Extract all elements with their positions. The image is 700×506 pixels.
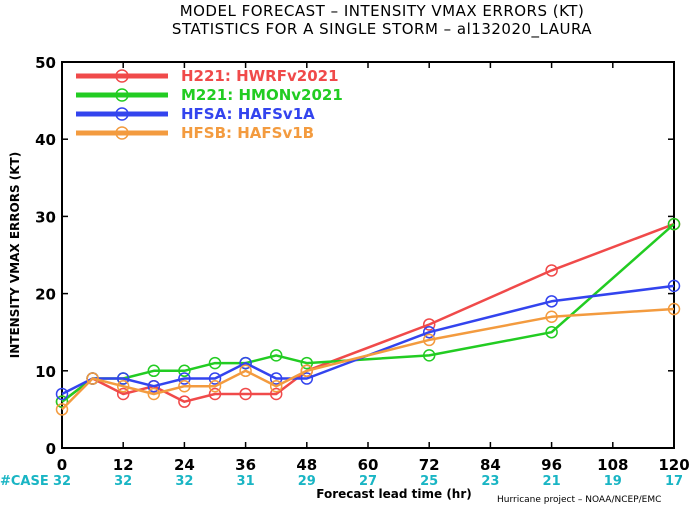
y-tick-label: 10	[35, 363, 56, 381]
data-point	[178, 395, 191, 408]
y-tick-label: 50	[35, 54, 56, 72]
data-point	[147, 379, 161, 393]
y-tick-label: 0	[46, 440, 56, 458]
data-point	[300, 364, 314, 378]
data-point	[239, 364, 252, 378]
data-point	[545, 325, 558, 339]
legend-entry: M221: HMONv2021	[76, 86, 343, 104]
data-point	[147, 364, 161, 378]
series-line	[61, 222, 675, 403]
data-point	[116, 387, 130, 401]
legend-marker	[115, 88, 129, 102]
data-point	[667, 279, 681, 293]
data-point	[239, 387, 252, 401]
plot-area: 0102030405003212322432363148296027722584…	[35, 54, 690, 489]
data-point	[300, 372, 314, 385]
series-line	[61, 284, 675, 396]
case-count-value: 27	[359, 474, 377, 489]
plot-frame	[61, 61, 675, 449]
data-point	[147, 387, 161, 401]
data-point	[178, 379, 191, 393]
data-point	[178, 364, 191, 378]
data-point	[269, 349, 283, 362]
data-point	[269, 379, 283, 393]
case-count-value: 32	[175, 474, 193, 489]
case-count-value: 19	[604, 474, 622, 489]
x-tick-label: 120	[658, 456, 689, 474]
case-count-value: 32	[53, 474, 71, 489]
x-tick-label: 72	[419, 456, 440, 474]
x-tick-label: 84	[480, 456, 501, 474]
x-tick-label: 96	[541, 456, 562, 474]
data-point	[208, 379, 222, 393]
x-tick-label: 24	[174, 456, 195, 474]
credit-text: Hurricane project – NOAA/NCEP/EMC	[497, 495, 661, 505]
data-point	[239, 356, 252, 370]
series-3	[55, 302, 681, 416]
data-point	[116, 372, 130, 385]
data-point	[55, 395, 69, 408]
legend-label: HFSB: HAFSv1B	[181, 124, 314, 142]
data-point	[116, 379, 130, 393]
case-count-value: 17	[665, 474, 683, 489]
x-axis-label: Forecast lead time (hr)	[316, 487, 472, 501]
case-count-value: 21	[543, 474, 561, 489]
y-axis-label: INTENSITY VMAX ERRORS (KT)	[8, 152, 22, 358]
data-point	[208, 356, 222, 370]
y-tick-label: 20	[35, 286, 56, 304]
case-count-value: 32	[114, 474, 132, 489]
legend-marker	[115, 126, 129, 140]
case-count-value: 23	[481, 474, 499, 489]
data-point	[422, 318, 436, 331]
x-tick-label: 36	[235, 456, 256, 474]
legend-marker	[115, 69, 129, 83]
data-point	[208, 387, 222, 401]
series-1	[55, 217, 681, 408]
x-tick-label: 48	[296, 456, 317, 474]
legend-entry: HFSA: HAFSv1A	[76, 105, 315, 123]
y-tick-label: 40	[35, 131, 56, 149]
case-count-label: #CASE	[0, 474, 49, 489]
legend-label: HFSA: HAFSv1A	[181, 105, 315, 123]
data-point	[667, 217, 681, 231]
legend-entry: H221: HWRFv2021	[76, 67, 339, 85]
series-line	[61, 223, 675, 403]
data-point	[545, 310, 558, 324]
data-point	[178, 372, 191, 385]
legend-label: M221: HMONv2021	[181, 86, 343, 104]
x-tick-label: 0	[57, 456, 67, 474]
chart-title: MODEL FORECAST – INTENSITY VMAX ERRORS (…	[180, 2, 585, 20]
legend-label: H221: HWRFv2021	[181, 67, 339, 85]
data-point	[422, 333, 436, 347]
data-point	[269, 387, 283, 401]
data-point	[86, 372, 99, 385]
case-count-value: 29	[298, 474, 316, 489]
x-tick-label: 12	[113, 456, 134, 474]
data-point	[545, 264, 558, 277]
legend-marker	[115, 107, 129, 121]
data-point	[422, 325, 436, 339]
x-tick-label: 108	[597, 456, 628, 474]
data-point	[55, 403, 69, 416]
legend-entry: HFSB: HAFSv1B	[76, 124, 314, 142]
x-tick-label: 60	[358, 456, 379, 474]
data-point	[55, 387, 69, 401]
series-0	[55, 217, 681, 408]
case-count-value: 31	[237, 474, 255, 489]
data-point	[300, 356, 314, 370]
chart-subtitle: STATISTICS FOR A SINGLE STORM – al132020…	[172, 20, 592, 39]
data-point	[269, 372, 283, 385]
series-2	[55, 279, 681, 401]
data-point	[667, 302, 681, 316]
data-point	[422, 349, 436, 362]
y-tick-label: 30	[35, 208, 56, 226]
data-point	[545, 295, 558, 308]
case-count-value: 25	[420, 474, 438, 489]
data-point	[208, 372, 222, 385]
